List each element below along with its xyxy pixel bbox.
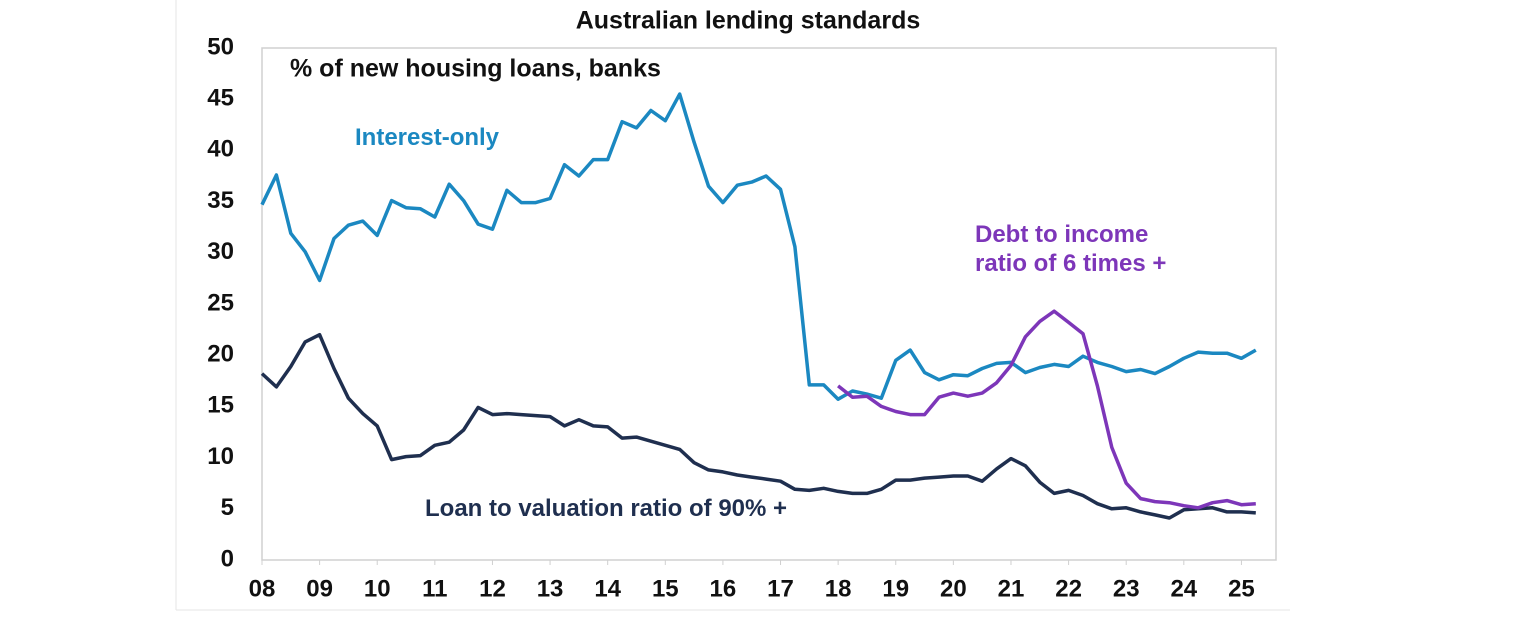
x-tick-label: 08 [249,575,276,602]
x-tick-label: 20 [940,575,967,602]
x-tick-label: 19 [882,575,909,602]
x-tick-label: 09 [306,575,333,602]
y-tick-label: 40 [207,136,234,163]
series-line [260,332,1256,520]
x-tick-label: 17 [767,575,794,602]
y-tick-label: 35 [207,187,234,214]
y-tick-label: 45 [207,85,234,112]
y-tick-label: 50 [207,33,234,60]
x-tick-label: 10 [364,575,391,602]
x-tick-label: 11 [422,575,447,602]
x-tick-label: 21 [998,575,1025,602]
x-tick-label: 16 [710,575,737,602]
series-line [837,309,1256,510]
x-tick-label: 14 [594,575,621,602]
chart-title: Australian lending standards [576,7,921,35]
chart-subtitle: % of new housing loans, banks [290,55,661,83]
y-tick-label: 30 [207,238,234,265]
plot-frame [261,47,1277,561]
y-tick-label: 10 [207,443,234,470]
x-tick-label: 24 [1170,575,1197,602]
y-tick-label: 15 [207,392,234,419]
x-tick-label: 25 [1228,575,1255,602]
x-tick-label: 18 [825,575,852,602]
x-tick-label: 13 [537,575,564,602]
y-tick-label: 0 [221,545,234,572]
x-tick-label: 15 [652,575,679,602]
series-label: Interest-only [355,124,500,151]
series-label: Loan to valuation ratio of 90% + [425,495,788,522]
y-tick-label: 20 [207,341,234,368]
x-tick-label: 23 [1113,575,1140,602]
x-tick-label: 12 [479,575,506,602]
y-tick-label: 25 [207,289,234,316]
series-label: Debt to income ratio of 6 times + [975,221,1167,277]
x-tick-label: 22 [1055,575,1082,602]
y-tick-label: 5 [221,494,234,521]
